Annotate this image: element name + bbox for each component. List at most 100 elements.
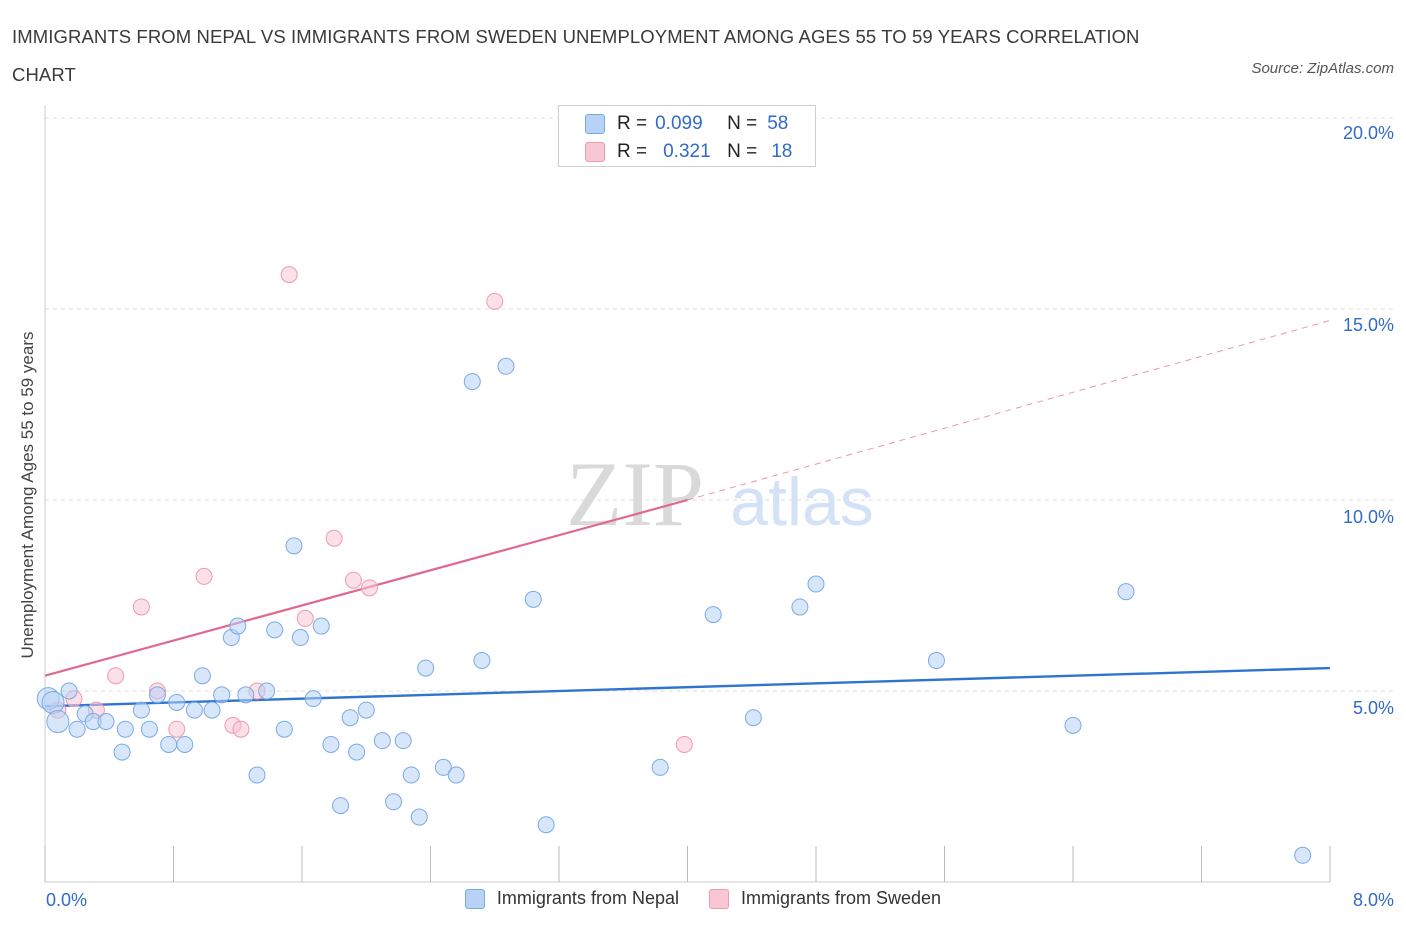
nepal-point	[791, 598, 809, 616]
nepal-point	[97, 713, 115, 731]
axes	[44, 105, 1331, 883]
nepal-point	[285, 537, 303, 555]
n-value: 58	[767, 113, 789, 134]
nepal-point	[185, 701, 203, 719]
nepal-point	[497, 357, 515, 375]
nepal-point	[385, 793, 403, 811]
r-label: R =	[617, 141, 648, 162]
nepal-point	[148, 686, 166, 704]
nepal-point	[434, 758, 452, 776]
nepal-point	[373, 732, 391, 750]
nepal-point	[417, 659, 435, 677]
sweden-legend-label: Immigrants from Sweden	[740, 888, 942, 908]
nepal-point	[651, 758, 669, 776]
nepal-point	[402, 766, 420, 784]
nepal-point	[394, 732, 412, 750]
nepal-point	[132, 701, 150, 719]
watermark-zip: ZIP	[566, 443, 704, 545]
nepal-point	[463, 373, 481, 391]
nepal-trend-line	[44, 666, 1331, 708]
n-value: 18	[771, 141, 793, 162]
nepal-point	[1117, 583, 1135, 601]
y-tick-20: 20.0%	[1342, 123, 1394, 143]
x-tick-max: 8.0%	[1352, 890, 1394, 910]
nepal-point	[1064, 716, 1082, 734]
sweden-point	[232, 720, 250, 738]
nepal-point	[113, 743, 131, 761]
sweden-point	[296, 609, 314, 627]
sweden-point	[360, 579, 378, 597]
nepal-point	[41, 690, 65, 714]
nepal-point	[258, 682, 276, 700]
nepal-point	[322, 735, 340, 753]
source-label: Source: ZipAtlas.com	[1251, 60, 1394, 77]
nepal-point	[275, 720, 293, 738]
sweden-point	[280, 266, 298, 284]
nepal-point	[140, 720, 158, 738]
data-points	[36, 266, 1312, 864]
nepal-point	[46, 710, 70, 734]
nepal-legend-swatch	[464, 888, 485, 909]
nepal-point	[447, 766, 465, 784]
nepal-point	[927, 651, 945, 669]
nepal-point	[266, 621, 284, 639]
y-tick-5: 5.0%	[1352, 698, 1394, 718]
nepal-point	[473, 651, 491, 669]
nepal-point	[304, 690, 322, 708]
nepal-point	[168, 693, 186, 711]
nepal-point	[237, 686, 255, 704]
nepal-point	[537, 816, 555, 834]
nepal-point	[291, 629, 309, 647]
legend-item-sweden[interactable]: Immigrants from Sweden	[708, 888, 942, 909]
grid-lines	[45, 117, 1395, 692]
nepal-point	[248, 766, 266, 784]
sweden-point	[486, 292, 504, 310]
nepal-point	[213, 686, 231, 704]
nepal-point	[357, 701, 375, 719]
y-tick-15: 15.0%	[1342, 315, 1394, 335]
nepal-point	[229, 617, 247, 635]
sweden-legend-swatch	[708, 888, 729, 909]
sweden-trend-extension	[687, 319, 1331, 501]
correlation-legend: R = 0.099 N = 58 R = 0.321 N = 18	[558, 105, 816, 167]
nepal-point	[744, 709, 762, 727]
watermark-atlas: atlas	[730, 464, 874, 540]
nepal-swatch	[585, 114, 605, 134]
watermark: ZIP atlas	[566, 443, 874, 545]
nepal-point	[348, 743, 366, 761]
nepal-point	[160, 735, 178, 753]
nepal-point	[203, 701, 221, 719]
nepal-point	[68, 720, 86, 738]
y-tick-10: 10.0%	[1342, 507, 1394, 527]
nepal-point	[410, 808, 428, 826]
sweden-point	[168, 720, 186, 738]
legend-row-sweden: R = 0.321 N = 18	[585, 138, 792, 166]
nepal-point	[704, 606, 722, 624]
x-tick-min: 0.0%	[46, 890, 88, 910]
sweden-point	[675, 735, 693, 753]
n-label: N =	[727, 141, 758, 162]
nepal-point	[807, 575, 825, 593]
sweden-swatch	[585, 142, 605, 162]
chart-title: IMMIGRANTS FROM NEPAL VS IMMIGRANTS FROM…	[12, 26, 1140, 85]
n-label: N =	[727, 113, 758, 134]
legend-row-nepal: R = 0.099 N = 58	[585, 110, 788, 138]
nepal-point	[312, 617, 330, 635]
r-label: R =	[617, 113, 648, 134]
r-value: 0.099	[655, 113, 703, 134]
nepal-point	[116, 720, 134, 738]
nepal-point	[524, 590, 542, 608]
legend-item-nepal[interactable]: Immigrants from Nepal	[464, 888, 679, 909]
nepal-legend-label: Immigrants from Nepal	[496, 888, 679, 908]
nepal-point	[176, 735, 194, 753]
nepal-point	[1294, 846, 1312, 864]
nepal-point	[341, 709, 359, 727]
series-legend: Immigrants from Nepal Immigrants from Sw…	[0, 888, 1406, 909]
sweden-point	[344, 571, 362, 589]
nepal-point	[60, 682, 78, 700]
sweden-point	[132, 598, 150, 616]
nepal-point	[332, 797, 350, 815]
sweden-point	[325, 529, 343, 547]
sweden-point	[195, 567, 213, 585]
